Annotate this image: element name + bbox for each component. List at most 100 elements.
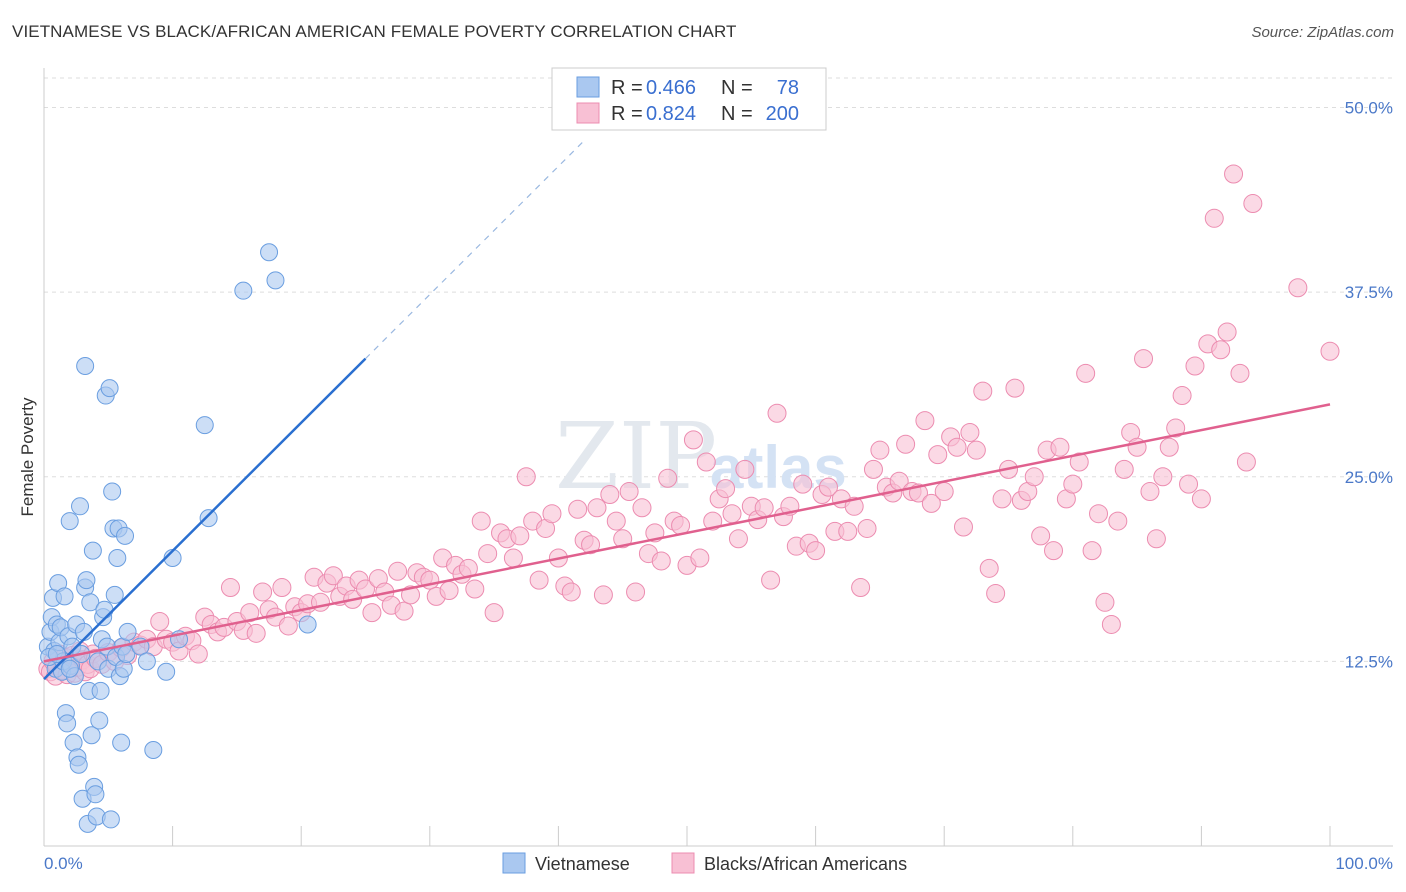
pink-point-123 — [754, 498, 774, 518]
blue-point-58 — [114, 659, 133, 678]
pink-point-40 — [220, 578, 240, 598]
blue-point-34 — [83, 541, 102, 560]
pink-point-136 — [838, 521, 858, 541]
pink-point-190 — [1185, 356, 1205, 376]
pink-point-118 — [722, 504, 742, 524]
pink-point-145 — [896, 434, 916, 454]
pink-point-187 — [1166, 418, 1186, 438]
pink-point-148 — [915, 411, 935, 431]
pink-point-157 — [973, 381, 993, 401]
pink-point-191 — [1191, 489, 1211, 509]
pink-point-194 — [1211, 340, 1231, 360]
pink-point-74 — [439, 580, 459, 600]
blue-point-23 — [69, 755, 88, 774]
legend-r-label-1: R = — [611, 77, 643, 99]
pink-point-115 — [703, 511, 723, 531]
pink-point-84 — [503, 548, 523, 568]
y-tick-labels: 12.5% 25.0% 37.5% 50.0% — [1345, 99, 1393, 672]
pink-point-98 — [593, 585, 613, 605]
pink-point-165 — [1024, 467, 1044, 487]
blue-point-51 — [105, 585, 124, 604]
blue-point-43 — [95, 600, 114, 619]
pink-point-193 — [1204, 208, 1224, 228]
pink-point-137 — [844, 496, 864, 516]
y-tick-label-2: 37.5% — [1345, 283, 1393, 302]
pink-point-196 — [1224, 164, 1244, 184]
pink-point-172 — [1069, 452, 1089, 472]
pink-point-159 — [986, 583, 1006, 603]
pink-point-171 — [1063, 474, 1083, 494]
pink-point-160 — [992, 489, 1012, 509]
pink-point-104 — [632, 498, 652, 518]
pink-point-119 — [728, 529, 748, 549]
blue-point-72 — [260, 243, 279, 262]
pink-point-156 — [966, 440, 986, 460]
pink-point-200 — [1288, 278, 1308, 298]
pink-point-49 — [278, 616, 298, 636]
blue-point-53 — [108, 549, 127, 567]
pink-point-43 — [240, 603, 260, 623]
blue-point-33 — [82, 726, 101, 745]
pink-point-81 — [484, 603, 504, 623]
pink-point-179 — [1114, 459, 1134, 479]
pink-point-45 — [253, 582, 273, 602]
blue-point-66 — [157, 662, 176, 681]
blue-point-71 — [234, 281, 253, 300]
blue-point-56 — [112, 733, 131, 752]
pink-point-94 — [568, 499, 588, 519]
pink-point-141 — [870, 440, 890, 460]
pink-point-162 — [1005, 378, 1025, 398]
pink-point-131 — [806, 541, 826, 561]
blue-point-49 — [103, 482, 122, 501]
y-tick-label-3: 50.0% — [1345, 99, 1393, 118]
pink-point-124 — [761, 570, 781, 590]
correlation-legend: R = 0.466 N = 78 R = 0.824 N = 200 — [551, 67, 827, 131]
blue-point-62 — [76, 357, 95, 375]
pink-point-56 — [323, 566, 343, 586]
blue-point-24 — [71, 497, 90, 516]
x-tick-label-min: 0.0% — [44, 854, 83, 873]
blue-point-64 — [137, 652, 156, 671]
pink-point-188 — [1172, 386, 1192, 406]
pink-point-68 — [401, 585, 421, 605]
blue-point-73 — [266, 271, 285, 290]
pink-point-169 — [1050, 437, 1070, 457]
pink-point-184 — [1146, 529, 1166, 549]
legend-swatch-pink — [576, 102, 600, 124]
pink-point-96 — [581, 535, 601, 555]
trend-line-blacks — [43, 403, 1331, 663]
legend-n-label-2: N = — [721, 103, 753, 125]
pink-point-140 — [863, 459, 883, 479]
pink-point-88 — [529, 570, 549, 590]
pink-point-175 — [1089, 504, 1109, 524]
pink-point-198 — [1236, 452, 1256, 472]
legend-n-value-1: 78 — [777, 77, 799, 99]
axis-layer — [43, 68, 1393, 847]
blue-point-59 — [116, 526, 135, 545]
blue-point-12 — [55, 587, 74, 606]
blue-point-69 — [195, 416, 214, 435]
legend-swatch-blue — [576, 76, 600, 98]
pink-point-151 — [934, 482, 954, 502]
blue-point-32 — [81, 593, 100, 612]
blue-point-19 — [64, 733, 83, 752]
pink-point-178 — [1108, 511, 1128, 531]
trend-line-vietnamese — [43, 357, 367, 680]
pink-point-44 — [246, 623, 266, 643]
pink-point-176 — [1095, 592, 1115, 612]
pink-point-114 — [696, 452, 716, 472]
pink-point-197 — [1230, 363, 1250, 383]
legend-r-label-2: R = — [611, 103, 643, 125]
chart-source: Source: ZipAtlas.com — [1251, 24, 1394, 41]
legend-r-value-2: 0.824 — [646, 103, 696, 125]
pink-point-62 — [362, 603, 382, 623]
pink-point-186 — [1159, 437, 1179, 457]
pink-point-100 — [606, 511, 626, 531]
pink-point-102 — [619, 482, 639, 502]
pink-point-35 — [188, 644, 208, 664]
pink-point-155 — [960, 422, 980, 442]
pink-point-80 — [478, 544, 498, 564]
bottom-legend-label-blacks: Blacks/African Americans — [704, 854, 907, 874]
pink-point-67 — [394, 601, 414, 621]
bottom-legend-label-vietnamese: Vietnamese — [535, 854, 630, 874]
